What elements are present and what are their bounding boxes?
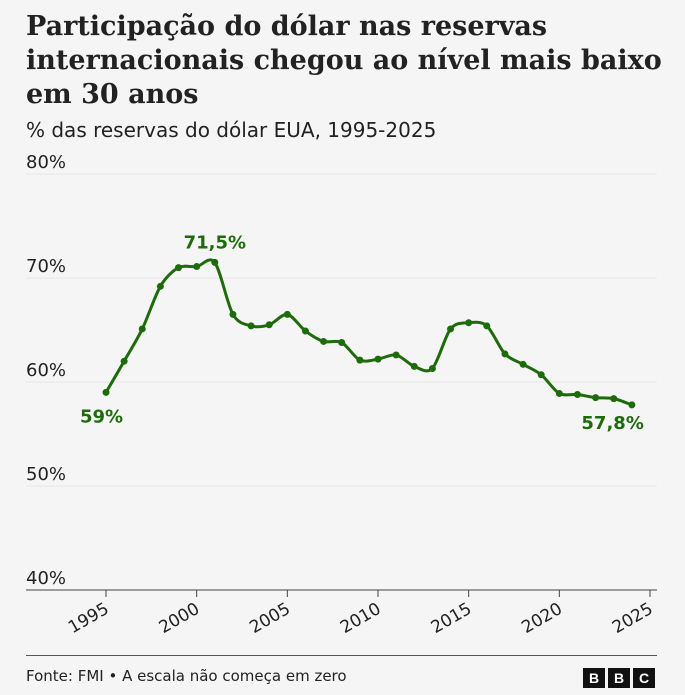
data-point	[320, 337, 328, 345]
data-point	[483, 322, 491, 330]
data-point	[211, 258, 219, 266]
footer-divider	[26, 655, 657, 656]
data-label: 59%	[80, 406, 123, 427]
data-point	[555, 389, 563, 397]
bbc-logo-letter: C	[633, 668, 655, 688]
data-point	[247, 322, 255, 330]
x-tick-label: 2010	[337, 599, 384, 638]
data-point	[374, 355, 382, 363]
x-tick-label: 2025	[609, 599, 656, 638]
chart-subtitle: % das reservas do dólar EUA, 1995-2025	[26, 118, 437, 142]
y-tick-label: 60%	[26, 360, 66, 381]
data-point	[193, 263, 201, 271]
data-point	[610, 395, 618, 403]
data-point	[338, 338, 346, 346]
x-tick-label: 1995	[65, 599, 112, 638]
y-tick-label: 50%	[26, 464, 66, 485]
data-point	[102, 388, 110, 396]
line-chart: 40% 50% 60% 70% 80% 1995 2000 2005 2010 2015 2020 2…	[26, 152, 657, 638]
data-point	[229, 310, 237, 318]
data-point	[265, 321, 273, 329]
bbc-logo-letter: B	[608, 668, 630, 688]
data-point	[356, 356, 364, 364]
data-point	[120, 357, 128, 365]
data-point	[283, 310, 291, 318]
source-note: Fonte: FMI • A escala não começa em zero	[26, 667, 347, 685]
data-label: 71,5%	[184, 232, 246, 253]
chart-title: Participação do dólar nas reservas inter…	[26, 11, 662, 110]
data-point	[428, 364, 436, 372]
data-point	[592, 394, 600, 402]
data-point	[410, 362, 418, 370]
data-point	[465, 319, 473, 327]
y-tick-label: 80%	[26, 152, 66, 173]
data-point	[175, 264, 183, 272]
bbc-logo: B B C	[583, 668, 655, 688]
data-point	[628, 401, 636, 409]
x-tick-label: 2015	[428, 599, 475, 638]
y-tick-label: 40%	[26, 568, 66, 589]
data-point	[519, 360, 527, 368]
data-point	[156, 282, 164, 290]
x-tick-label: 2000	[156, 599, 203, 638]
data-point	[138, 325, 146, 333]
x-tick-label: 2020	[518, 599, 565, 638]
data-point	[501, 350, 509, 358]
y-tick-label: 70%	[26, 256, 66, 277]
data-point	[447, 325, 455, 333]
series-line	[104, 258, 633, 407]
data-point	[573, 390, 581, 398]
data-point	[301, 327, 309, 335]
data-point	[537, 371, 545, 379]
x-tick-label: 2005	[246, 599, 293, 638]
data-point	[392, 351, 400, 359]
data-label: 57,8%	[581, 413, 643, 434]
bbc-logo-letter: B	[583, 668, 605, 688]
